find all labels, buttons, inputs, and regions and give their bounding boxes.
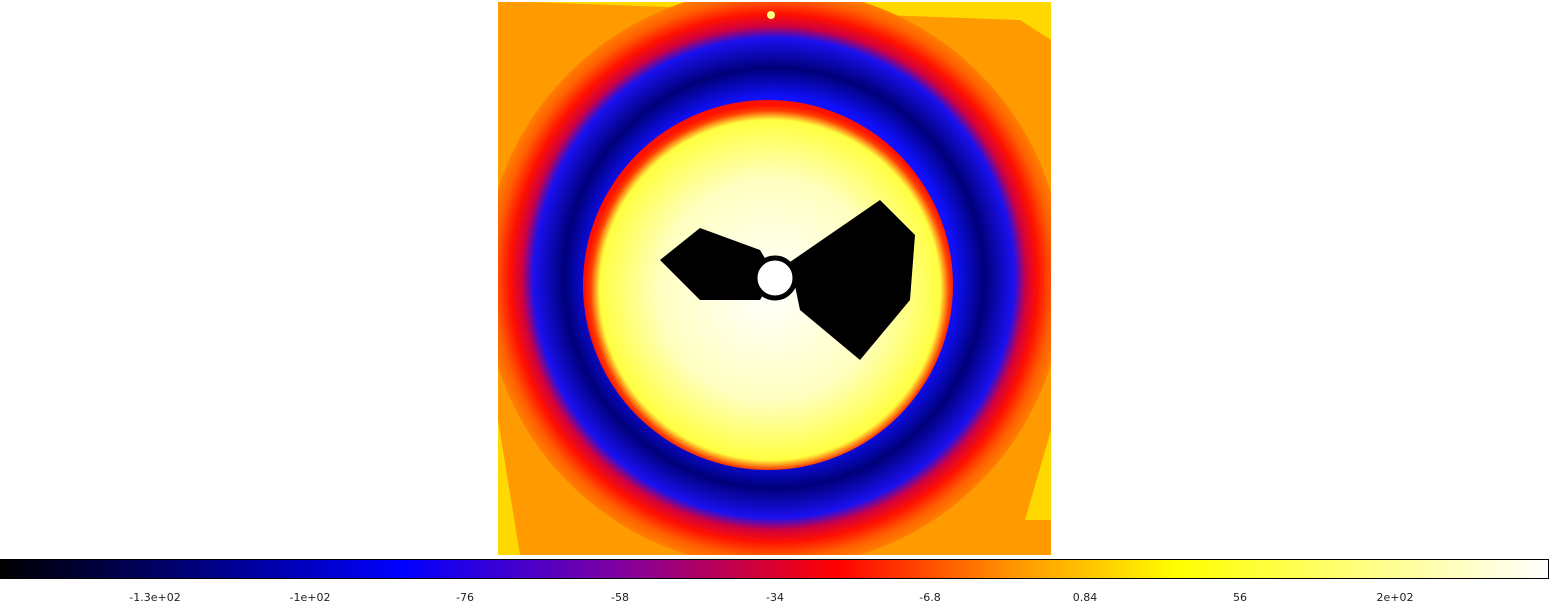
colorbar-tick-label: -34 [766, 591, 784, 603]
colorbar-tick-label: -76 [456, 591, 474, 603]
colorbar-tick-label: -58 [611, 591, 629, 603]
colorbar-tick-label: 56 [1233, 591, 1247, 603]
colorbar-ticks: -1.3e+02 -1e+02 -76 -58 -34 -6.8 0.84 56 2e+02 [129, 591, 1413, 603]
colorbar [0, 559, 1549, 579]
colorbar-tick-label: 0.84 [1073, 591, 1098, 603]
colorbar-tick-label: 2e+02 [1377, 591, 1414, 603]
colorbar-tick-label: -6.8 [919, 591, 940, 603]
colorbar-tick-label: -1e+02 [290, 591, 331, 603]
colorbar-tick-label: -1.3e+02 [129, 591, 180, 603]
image [498, 2, 1051, 555]
